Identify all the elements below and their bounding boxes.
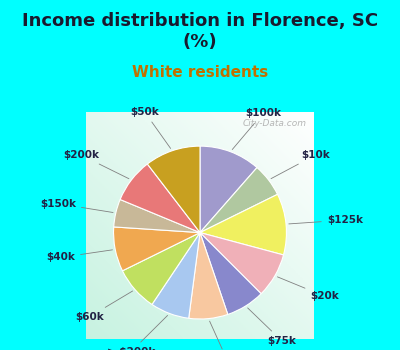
Wedge shape <box>122 232 200 304</box>
Text: > $200k: > $200k <box>107 315 168 350</box>
Wedge shape <box>152 232 200 318</box>
Wedge shape <box>114 227 200 271</box>
Text: White residents: White residents <box>132 65 268 80</box>
Text: $40k: $40k <box>46 250 112 262</box>
Text: City-Data.com: City-Data.com <box>243 119 307 128</box>
Wedge shape <box>200 232 261 314</box>
Wedge shape <box>200 168 278 232</box>
Wedge shape <box>200 232 284 294</box>
Text: $75k: $75k <box>248 308 296 346</box>
Text: Income distribution in Florence, SC
(%): Income distribution in Florence, SC (%) <box>22 12 378 51</box>
Wedge shape <box>120 164 200 232</box>
Text: $200k: $200k <box>63 150 129 179</box>
Wedge shape <box>189 232 228 319</box>
Text: $60k: $60k <box>76 291 133 322</box>
Text: $30k: $30k <box>210 321 241 350</box>
Wedge shape <box>200 194 286 255</box>
Text: $20k: $20k <box>278 277 339 301</box>
Text: $125k: $125k <box>289 215 363 225</box>
Wedge shape <box>114 199 200 232</box>
Text: $100k: $100k <box>232 108 281 149</box>
Wedge shape <box>147 146 200 232</box>
Text: $50k: $50k <box>130 107 171 148</box>
Text: $150k: $150k <box>40 199 113 212</box>
Text: $10k: $10k <box>271 150 330 178</box>
Wedge shape <box>200 146 257 232</box>
